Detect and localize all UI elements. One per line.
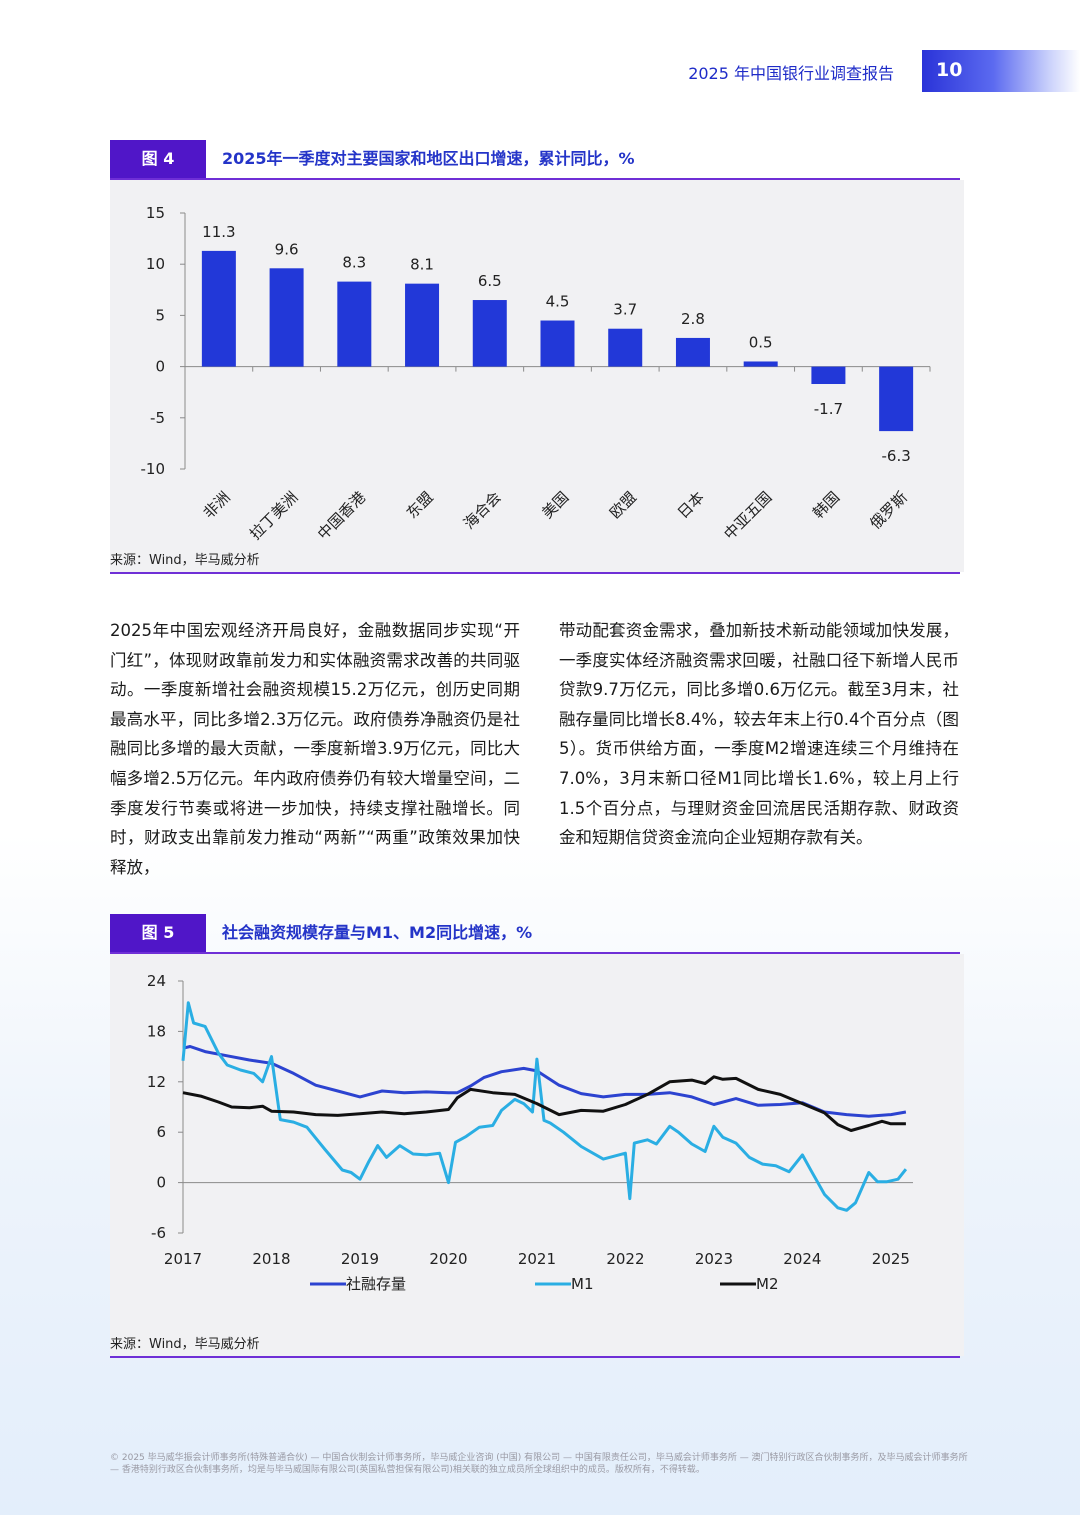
fig4-category-label: 东盟 xyxy=(403,488,437,522)
fig4-y-tick-label: 5 xyxy=(155,306,165,324)
fig4-bar xyxy=(337,281,372,367)
fig4-bar xyxy=(405,283,440,367)
fig4-bar xyxy=(269,268,304,367)
fig4-value-label: 9.6 xyxy=(275,240,299,258)
header-page-bar xyxy=(922,50,1080,92)
fig4-bar xyxy=(675,337,710,367)
copyright-footer: © 2025 毕马威华振会计师事务所(特殊普通合伙) — 中国合伙制会计师事务所… xyxy=(110,1453,968,1475)
fig4-y-tick-label: 10 xyxy=(146,255,165,273)
page-number: 10 xyxy=(936,59,963,81)
fig4-category-label: 海合会 xyxy=(460,488,505,533)
body-text-right: 带动配套资金需求，叠加新技术新动能领域加快发展，一季度实体经济融资需求回暖，社融… xyxy=(559,621,959,848)
fig5-x-tick-label: 2025 xyxy=(872,1250,910,1268)
fig4-bar xyxy=(811,366,846,385)
fig5-legend-label: 社融存量 xyxy=(346,1275,406,1293)
fig4-category-label: 欧盟 xyxy=(606,488,640,522)
fig4-value-label: 3.7 xyxy=(613,301,637,319)
fig5-y-tick-label: 24 xyxy=(147,972,166,990)
fig4-value-label: 11.3 xyxy=(202,223,235,241)
fig4-y-tick-label: -5 xyxy=(150,409,165,427)
fig4-category-label: 中国香港 xyxy=(314,488,369,543)
fig4-value-label: 4.5 xyxy=(546,293,570,311)
fig5-series-line xyxy=(181,1001,908,1212)
fig4-bar xyxy=(743,361,778,367)
fig5-y-tick-label: 0 xyxy=(156,1174,166,1192)
fig4-category-label: 韩国 xyxy=(809,488,843,522)
fig4-value-label: 2.8 xyxy=(681,310,705,328)
fig5-x-tick-label: 2019 xyxy=(341,1250,379,1268)
fig4-y-tick-label: 15 xyxy=(146,204,165,222)
fig4-bar xyxy=(201,250,236,367)
fig5-tag: 图 5 xyxy=(110,914,206,952)
fig4-category-label: 中亚五国 xyxy=(720,488,775,543)
fig5-legend-label: M1 xyxy=(571,1275,594,1293)
fig4-value-label: -6.3 xyxy=(881,447,910,465)
fig5-x-tick-label: 2017 xyxy=(164,1250,202,1268)
fig5-y-tick-label: -6 xyxy=(151,1224,166,1242)
fig4-header: 图 4 2025年一季度对主要国家和地区出口增速，累计同比，% xyxy=(110,140,960,180)
fig4-y-tick-label: -10 xyxy=(141,460,166,478)
fig4-category-label: 日本 xyxy=(674,488,708,522)
fig5-chart-area: 24 18 12 6 0 -6 2017 2018 2019 2020 2021 2022 2023 20… xyxy=(110,954,964,1356)
fig5-x-tick-label: 2021 xyxy=(518,1250,556,1268)
fig4-category-label: 非洲 xyxy=(200,488,234,522)
fig4-bar-chart: 15 10 5 0 -5 -10 11.3 非洲 9.6 拉丁美洲 8.3 中国香港 8.1 东盟 6.5 海… xyxy=(141,204,931,543)
fig5-x-tick-label: 2024 xyxy=(783,1250,821,1268)
fig4-title: 2025年一季度对主要国家和地区出口增速，累计同比，% xyxy=(222,149,635,168)
fig4-tag: 图 4 xyxy=(110,140,206,178)
fig5-x-tick-label: 2023 xyxy=(695,1250,733,1268)
fig4-value-label: 8.1 xyxy=(410,256,434,274)
fig4-category-label: 拉丁美洲 xyxy=(246,488,301,543)
fig4-y-tick-label: 0 xyxy=(155,358,165,376)
fig5-series-line xyxy=(182,1075,906,1132)
fig4-value-label: 8.3 xyxy=(342,254,366,272)
fig4-category-label: 美国 xyxy=(538,488,572,522)
fig4-source: 来源：Wind，毕马威分析 xyxy=(110,553,260,568)
fig5-bottom-rule xyxy=(110,1356,960,1358)
fig5-source: 来源：Wind，毕马威分析 xyxy=(110,1337,260,1352)
fig4-bar xyxy=(540,320,575,367)
fig5-header: 图 5 社会融资规模存量与M1、M2同比增速，% xyxy=(110,914,960,954)
fig4-bar xyxy=(472,300,507,367)
body-text-left: 2025年中国宏观经济开局良好，金融数据同步实现“开门红”，体现财政靠前发力和实… xyxy=(110,621,520,877)
fig4-bar xyxy=(608,328,643,367)
fig5-title: 社会融资规模存量与M1、M2同比增速，% xyxy=(222,923,533,942)
report-title: 2025 年中国银行业调查报告 xyxy=(688,64,894,83)
fig5-y-tick-label: 6 xyxy=(156,1123,166,1141)
fig4-bar xyxy=(879,366,914,432)
fig5-x-tick-label: 2022 xyxy=(606,1250,644,1268)
fig4-value-label: 6.5 xyxy=(478,272,502,290)
fig5-y-tick-label: 12 xyxy=(147,1073,166,1091)
fig5-line-chart: 24 18 12 6 0 -6 2017 2018 2019 2020 2021 2022 2023 20… xyxy=(147,972,913,1293)
fig5-legend-label: M2 xyxy=(756,1275,779,1293)
fig4-category-label: 俄罗斯 xyxy=(866,488,911,533)
fig4-value-label: 0.5 xyxy=(749,333,773,351)
fig4-value-label: -1.7 xyxy=(814,400,843,418)
fig5-y-tick-label: 18 xyxy=(147,1022,166,1040)
fig4-chart-area: 15 10 5 0 -5 -10 11.3 非洲 9.6 拉丁美洲 8.3 中国香港 8.1 东盟 6.5 海… xyxy=(110,180,964,572)
fig5-x-tick-label: 2018 xyxy=(252,1250,290,1268)
fig5-series-line xyxy=(182,1045,907,1118)
fig4-bottom-rule xyxy=(110,572,960,574)
fig5-x-tick-label: 2020 xyxy=(429,1250,467,1268)
